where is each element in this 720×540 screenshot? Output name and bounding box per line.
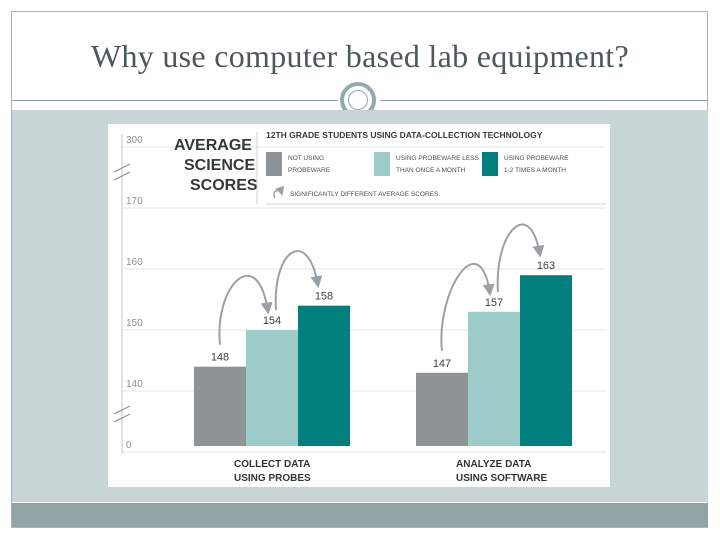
y-tick-label: 140 (126, 379, 143, 390)
title-divider-right (380, 100, 708, 101)
axis-break-icon (113, 171, 131, 181)
axis-break-icon (113, 163, 131, 173)
bar (468, 311, 520, 446)
footer-band (12, 503, 708, 527)
legend-label: THAN ONCE A MONTH (396, 167, 466, 174)
legend-label: USING PROBEWARE (504, 155, 569, 162)
significance-arrow-icon (496, 223, 545, 292)
bar (246, 330, 298, 446)
legend-arrow-icon (273, 185, 284, 199)
y-tick-label: 300 (126, 135, 143, 146)
legend-label: PROBEWARE (288, 167, 331, 174)
chart-subtitle: 12TH GRADE STUDENTS USING DATA-COLLECTIO… (266, 130, 543, 140)
legend-note: SIGNIFICANTLY DIFFERENT AVERAGE SCORES. (290, 191, 440, 198)
chart-heading-line-2: SCIENCE (184, 157, 255, 174)
title-divider-left (12, 100, 338, 101)
category-label: USING PROBES (234, 473, 311, 484)
chart-legend: NOT USING PROBEWARE USING PROBEWARE LESS TH… (266, 152, 569, 176)
bar-value-label: 154 (263, 315, 281, 327)
significance-arrow-icon (274, 250, 323, 311)
significance-arrow-icon (218, 274, 273, 345)
category-label: USING SOFTWARE (456, 473, 547, 484)
bar-value-label: 158 (315, 291, 333, 303)
bar-value-label: 163 (537, 260, 555, 272)
y-tick-label: 0 (126, 440, 132, 451)
chart-heading-line-3: SCORES (190, 177, 258, 194)
legend-label: 1-2 TIMES A MONTH (504, 167, 566, 174)
legend-swatch (266, 152, 282, 176)
bar-value-label: 147 (433, 358, 451, 370)
bar (520, 275, 572, 446)
y-tick-label: 170 (126, 196, 143, 207)
legend-label: USING PROBEWARE LESS (396, 155, 479, 162)
bar-chart: 300 170 160 150 140 0 148 154 158 COLLECT DATA US… (113, 130, 606, 484)
bar (416, 372, 468, 446)
bar (194, 366, 246, 446)
bar-value-label: 157 (485, 297, 503, 309)
legend-label: NOT USING (288, 155, 324, 162)
axis-break-icon (113, 413, 131, 423)
axis-break-icon (113, 405, 131, 415)
legend-swatch (374, 152, 390, 176)
category-label: COLLECT DATA (234, 459, 310, 470)
chart-heading-line-1: AVERAGE (174, 137, 252, 154)
slide-title: Why use computer based lab equipment? (90, 38, 630, 74)
category-label: ANALYZE DATA (456, 459, 531, 470)
significance-arrow-icon (440, 263, 495, 351)
y-tick-label: 160 (126, 257, 143, 268)
y-tick-label: 150 (126, 318, 143, 329)
bar (298, 305, 350, 446)
legend-swatch (482, 152, 498, 176)
chart-panel: 300 170 160 150 140 0 148 154 158 COLLECT DATA US… (108, 124, 610, 487)
bar-value-label: 148 (211, 352, 229, 364)
